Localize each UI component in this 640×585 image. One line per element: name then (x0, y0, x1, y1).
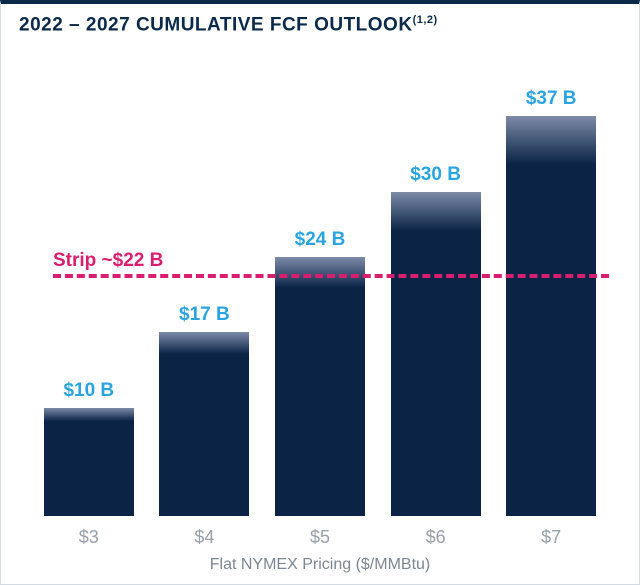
x-tick: $4 (147, 527, 263, 548)
x-tick: $7 (493, 527, 609, 548)
plot-area: $10 B $17 B $24 B $30 B $37 B Strip ~$22 B (31, 62, 609, 516)
bars-container: $10 B $17 B $24 B $30 B $37 B (31, 62, 609, 516)
x-tick: $6 (378, 527, 494, 548)
bar-value-label: $10 B (63, 380, 114, 402)
bar-rect (159, 332, 249, 516)
x-axis-label: Flat NYMEX Pricing ($/MMBtu) (1, 556, 639, 574)
bar-slot: $30 B (378, 62, 494, 516)
bar-slot: $17 B (147, 62, 263, 516)
bar-value-label: $17 B (179, 304, 230, 326)
bar-rect (44, 408, 134, 516)
chart-title: 2022 – 2027 CUMULATIVE FCF OUTLOOK(1,2) (19, 14, 438, 36)
reference-line (53, 274, 609, 278)
reference-line-label: Strip ~$22 B (53, 250, 163, 272)
chart-title-main: 2022 – 2027 CUMULATIVE FCF OUTLOOK (19, 14, 413, 35)
bar-slot: $10 B (31, 62, 147, 516)
x-axis-ticks: $3$4$5$6$7 (31, 527, 609, 548)
bar-value-label: $24 B (295, 229, 346, 251)
bar-value-label: $37 B (526, 88, 577, 110)
x-tick: $3 (31, 527, 147, 548)
bar-rect (506, 116, 596, 516)
bar-value-label: $30 B (410, 164, 461, 186)
x-tick: $5 (262, 527, 378, 548)
bar-rect (275, 257, 365, 516)
bar-slot: $37 B (493, 62, 609, 516)
chart-title-superscript: (1,2) (413, 14, 438, 26)
bar-rect (391, 192, 481, 516)
bar-slot: $24 B (262, 62, 378, 516)
